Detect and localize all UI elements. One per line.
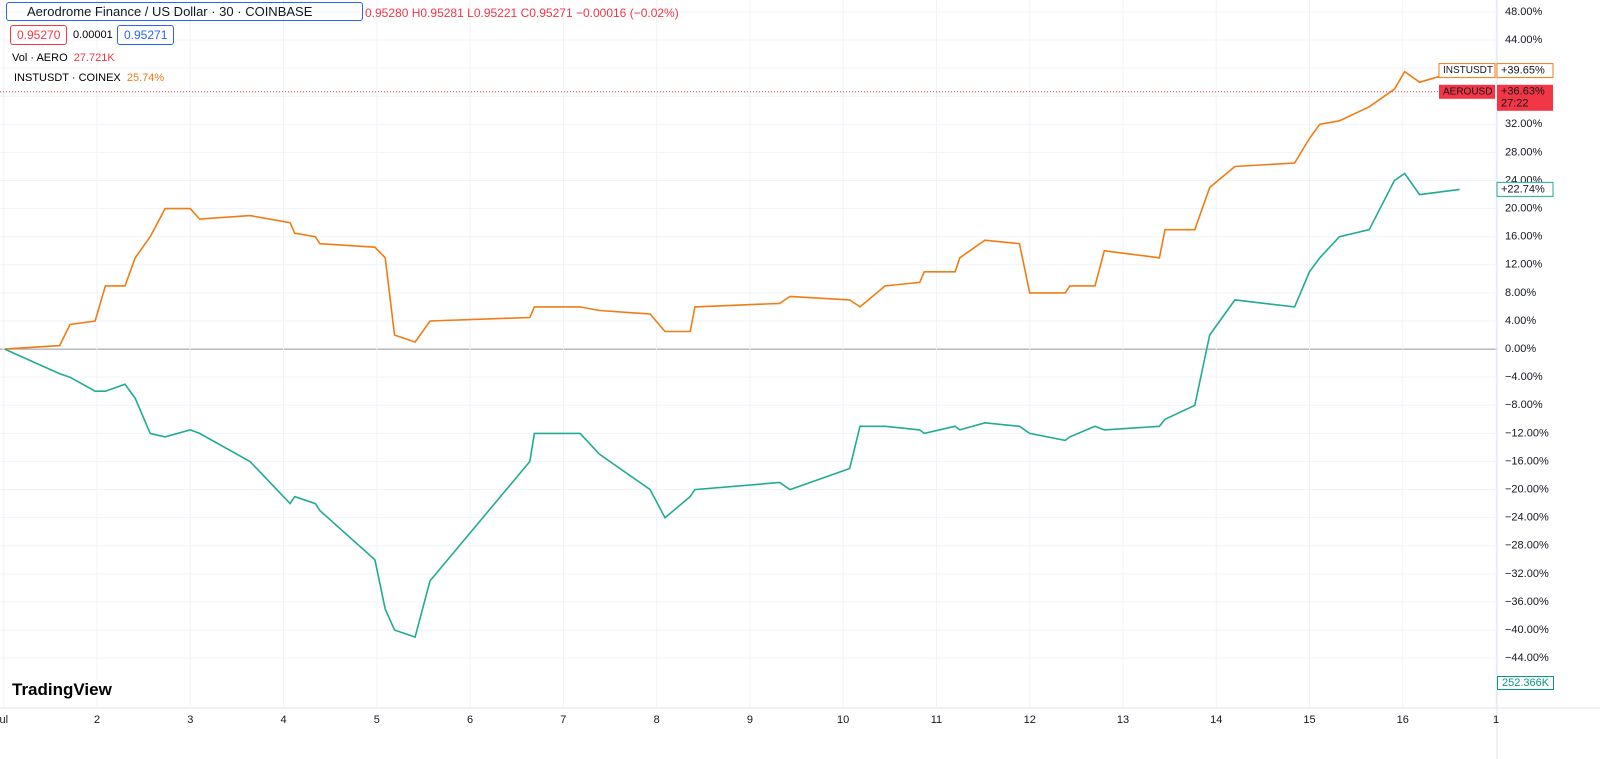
- y-tick-label: 4.00%: [1505, 315, 1536, 327]
- y-tick-label: −32.00%: [1505, 568, 1549, 580]
- x-tick-label: 9: [747, 714, 753, 726]
- ask[interactable]: 0.95271: [117, 25, 175, 45]
- x-tick-label: 16: [1397, 714, 1409, 726]
- series-line: [4, 69, 1460, 350]
- cmp-label: INSTUSDT · COINEX: [14, 72, 121, 84]
- series-name: INSTUSDT: [1443, 65, 1493, 76]
- series-line: [4, 172, 1460, 639]
- name-box: [1438, 63, 1496, 79]
- vol-label: Vol · AERO: [12, 52, 68, 64]
- y-tick-label: −20.00%: [1505, 483, 1549, 495]
- y-tick-label: 16.00%: [1505, 231, 1543, 243]
- last-value: +22.74%: [1501, 183, 1545, 195]
- y-tick-label: 32.00%: [1505, 118, 1543, 130]
- x-tick-label: 14: [1210, 714, 1222, 726]
- cmp-legend: INSTUSDT · COINEX 25.74%: [14, 72, 164, 84]
- h: 0.95281: [420, 6, 464, 20]
- l-l: L: [467, 6, 474, 20]
- x-tick-label: 2: [94, 714, 100, 726]
- x-tick-label: 12: [1024, 714, 1036, 726]
- y-tick-label: 0.00%: [1505, 343, 1536, 355]
- y-tick-label: 8.00%: [1505, 287, 1536, 299]
- x-tick-label: 4: [280, 714, 286, 726]
- y-tick-label: −12.00%: [1505, 427, 1549, 439]
- cmp-value: 25.74%: [126, 72, 165, 84]
- ohlc: 0.95280 H0.95281 L0.95221 C0.95271 −0.00…: [365, 6, 679, 20]
- y-tick-label: 20.00%: [1505, 203, 1543, 215]
- y-tick-label: 12.00%: [1505, 259, 1543, 271]
- symbol[interactable]: Aerodrome Finance / US Dollar · 30 · COI…: [6, 2, 364, 21]
- x-tick-label: 6: [467, 714, 473, 726]
- y-tick-label: −8.00%: [1505, 399, 1543, 411]
- c: 0.95271: [529, 6, 573, 20]
- y-tick-label: −28.00%: [1505, 540, 1549, 552]
- x-tick-label: 13: [1117, 714, 1129, 726]
- x-tick-label: 10: [837, 714, 849, 726]
- vol-legend: Vol · AERO 27.721K: [12, 52, 115, 64]
- logo: TradingView: [12, 680, 112, 699]
- x-tick-label: 15: [1303, 714, 1315, 726]
- y-tick-label: −4.00%: [1505, 371, 1543, 383]
- y-tick-label: 44.00%: [1505, 34, 1543, 46]
- x-tick-label: 1: [1493, 714, 1499, 726]
- x-tick-label: 3: [187, 714, 193, 726]
- countdown: 27:22: [1501, 98, 1529, 110]
- o: 0.95280: [365, 6, 409, 20]
- vol-last: 252.366K: [1497, 676, 1555, 690]
- last-value-box: [1496, 181, 1554, 197]
- x-tick-label: 11: [931, 714, 942, 726]
- y-tick-label: 28.00%: [1505, 146, 1543, 158]
- series-name: AEROUSD: [1443, 86, 1492, 97]
- y-tick-label: −24.00%: [1505, 512, 1549, 524]
- c-l: C: [520, 6, 530, 20]
- vol-value: 27.721K: [73, 52, 115, 64]
- x-tick-label: 7: [560, 714, 566, 726]
- x-tick-label: ul: [0, 714, 8, 726]
- l: 0.95221: [473, 6, 518, 20]
- y-tick-label: −44.00%: [1505, 652, 1549, 664]
- name-box: [1439, 84, 1495, 99]
- bid[interactable]: 0.95270: [10, 25, 68, 45]
- h-l: H: [411, 6, 421, 20]
- y-tick-label: −40.00%: [1505, 624, 1549, 636]
- price-label: +36.63%: [1501, 86, 1545, 98]
- x-tick-label: 5: [374, 714, 380, 726]
- y-tick-label: 48.00%: [1505, 6, 1543, 18]
- last-value: +39.65%: [1501, 64, 1545, 76]
- chg: −0.00016 (−0.02%): [575, 6, 679, 20]
- y-tick-label: −36.00%: [1505, 596, 1549, 608]
- price-box: [1497, 84, 1553, 111]
- y-tick-label: −16.00%: [1505, 455, 1549, 467]
- x-tick-label: 8: [654, 714, 660, 726]
- last-value-box: [1496, 63, 1554, 79]
- spread: 0.00001: [73, 29, 113, 41]
